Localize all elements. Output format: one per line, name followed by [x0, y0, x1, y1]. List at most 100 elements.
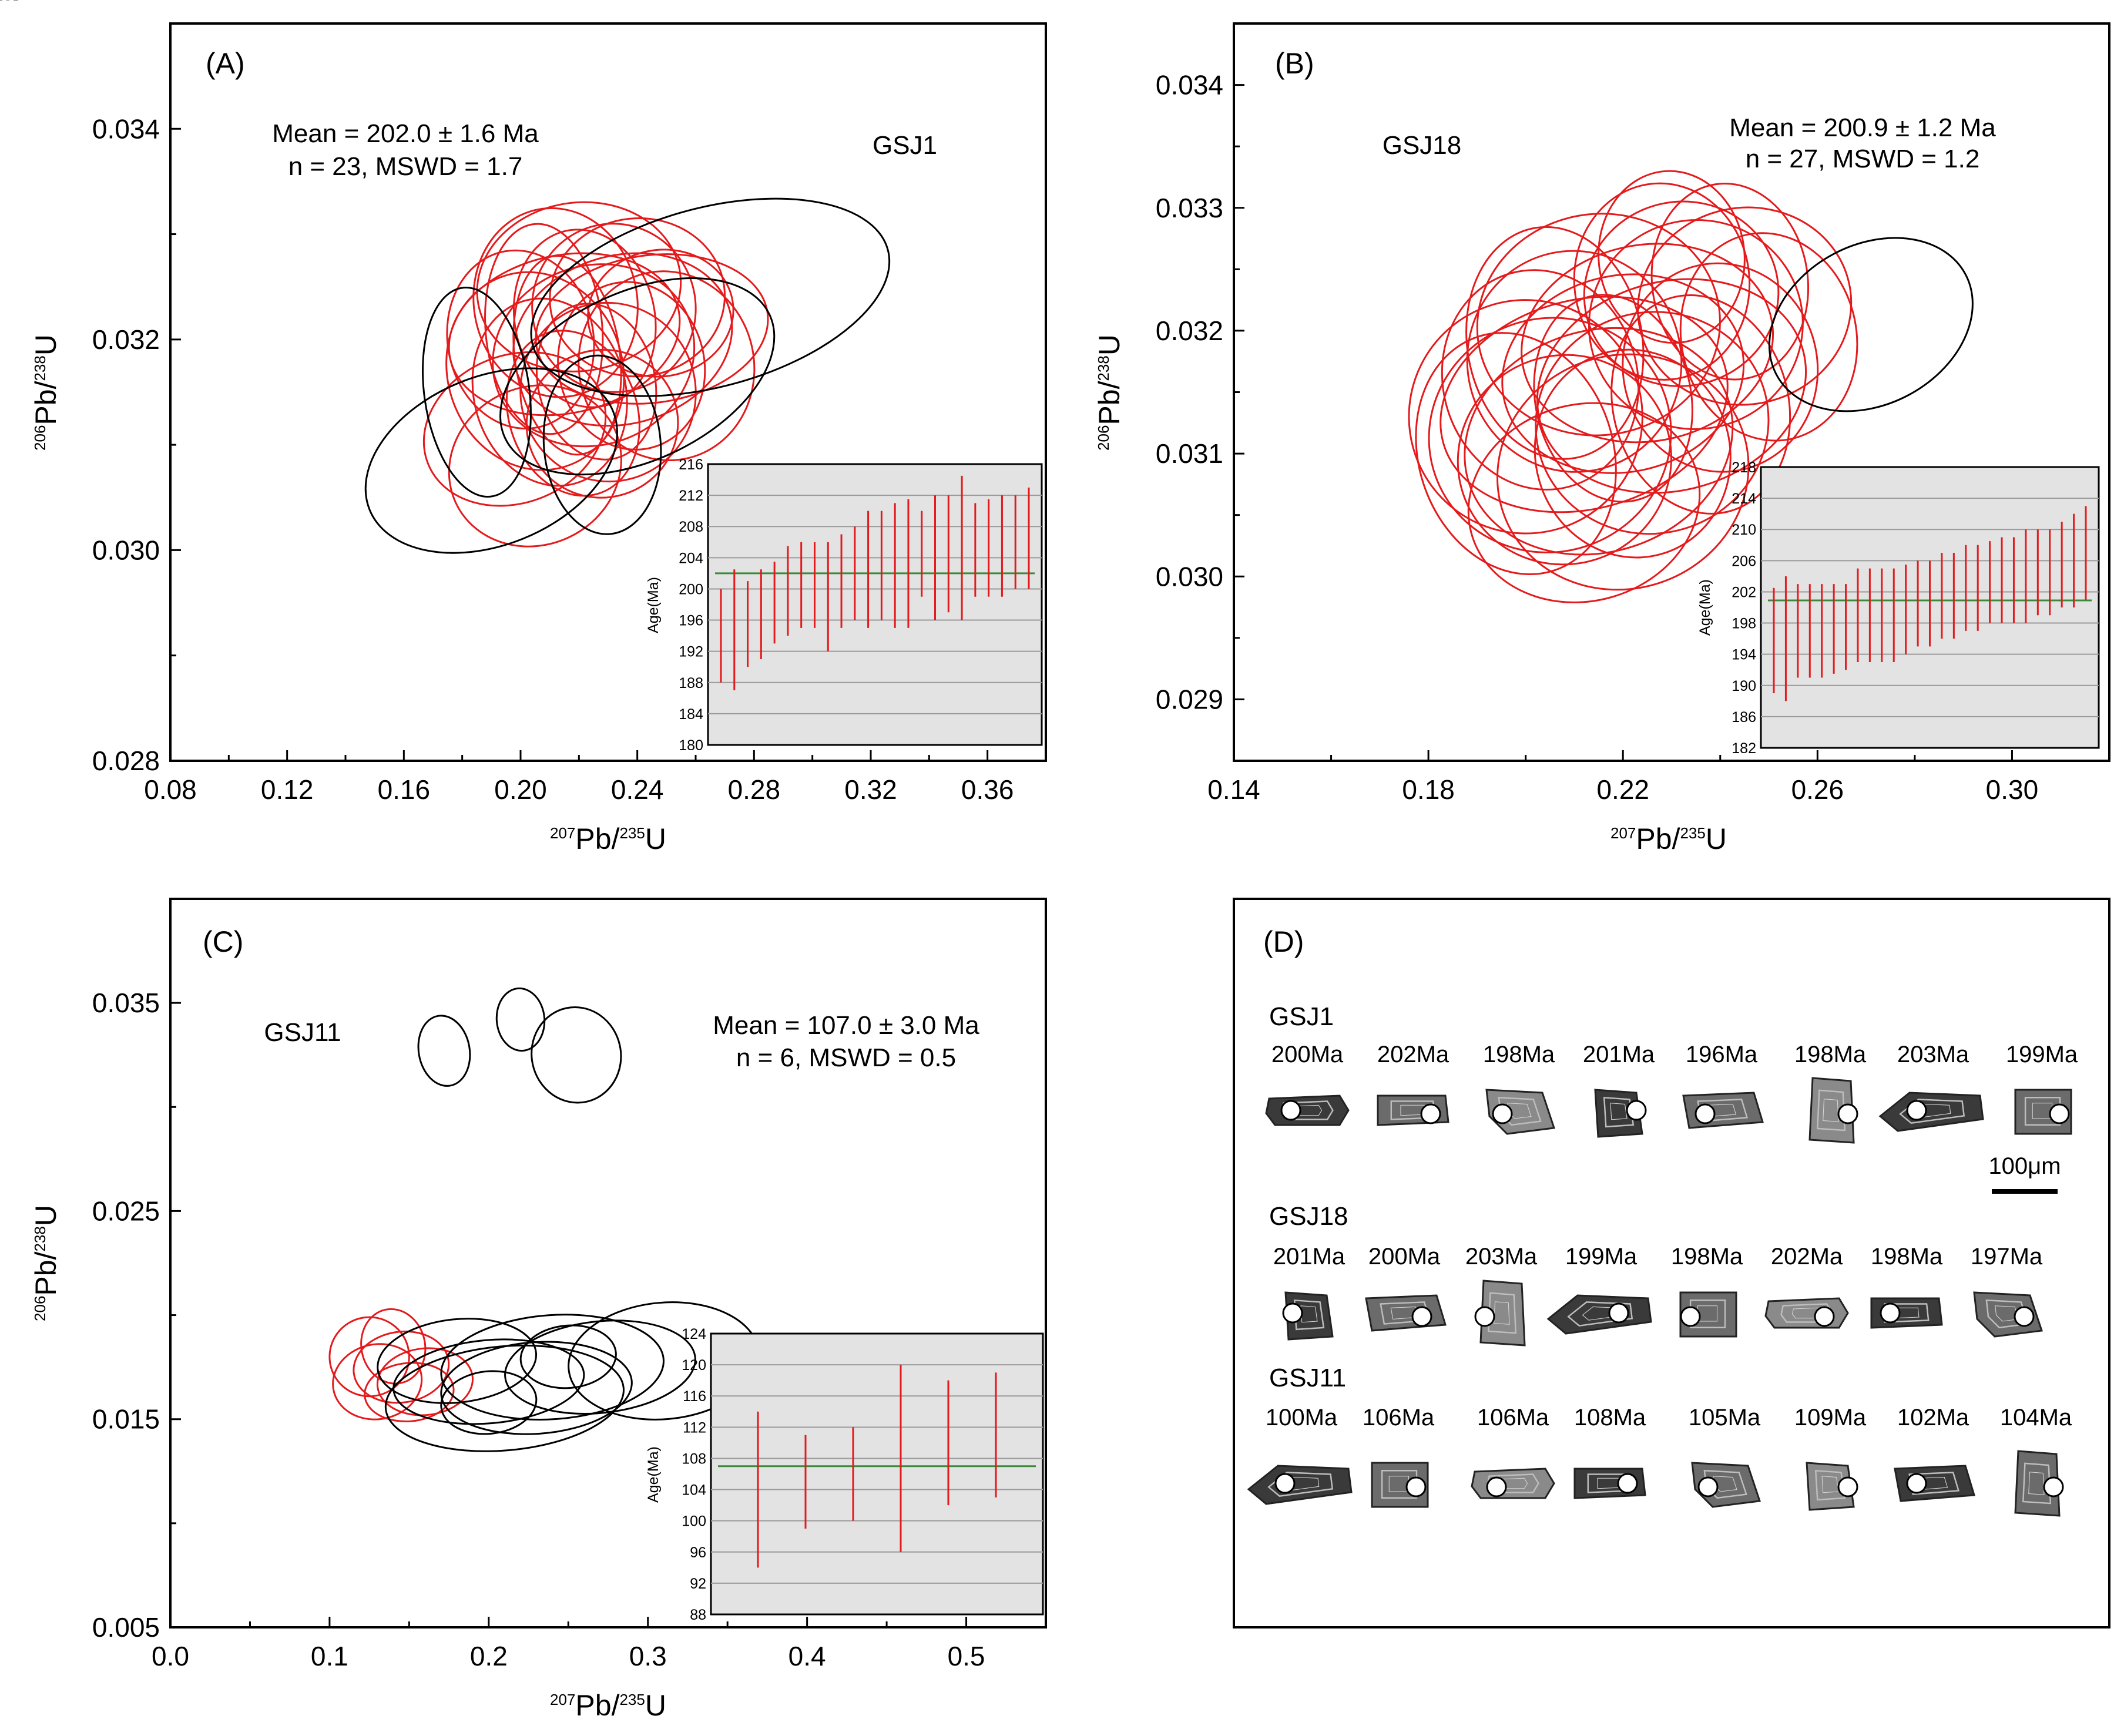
- panel-a-inset: 180 184 188 192 196 200 204 208 212 216 Age(Ma): [645, 456, 1043, 754]
- panel-c-concordia: 60100140180220: [0, 0, 24, 6]
- panel-a-y-base1: Pb/: [29, 381, 62, 425]
- inset-y-tick-label: 182: [1732, 740, 1756, 757]
- panel-b-y-base1: Pb/: [1093, 381, 1126, 425]
- grain-zoning: [1610, 1103, 1628, 1120]
- x-tick-label: 0.1: [311, 1641, 348, 1671]
- panel-a-x-ticks: 0.08 0.12 0.16 0.20 0.24 0.28 0.32 0.36: [144, 750, 1014, 805]
- panel-c-frame: [169, 898, 1047, 1628]
- grain-age-label: 106Ma: [1363, 1405, 1435, 1431]
- inset-y-tick-label: 92: [690, 1576, 706, 1592]
- grain-zoning: [1814, 1469, 1846, 1501]
- inset-y-tick-label: 124: [682, 1326, 706, 1342]
- analysis-spot: [1880, 1302, 1901, 1324]
- concordant-ellipse: [1583, 200, 1780, 387]
- panel-a-inset-content: 180 184 188 192 196 200 204 208 212 216: [679, 456, 1042, 754]
- analysis-spot: [1837, 1103, 1858, 1124]
- discordant-ellipse: [499, 277, 776, 476]
- inset-y-tick-label: 188: [679, 675, 703, 691]
- concordia-age-label: 208: [0, 0, 24, 6]
- concordant-ellipse: [557, 281, 706, 451]
- panel-d-frame: [1233, 898, 2110, 1628]
- discordant-ellipse: [531, 1006, 622, 1104]
- y-tick-label: 0.029: [1156, 684, 1223, 714]
- ellipse-group: [1408, 170, 1974, 603]
- concordia-age-label: 188: [0, 0, 24, 6]
- analysis-spot: [1694, 1103, 1716, 1124]
- concordia-age-label: 140: [0, 0, 24, 6]
- zircon-grain: [1247, 1465, 1353, 1505]
- concordia-age-label: 200: [0, 0, 24, 6]
- analysis-spot: [1492, 1103, 1513, 1124]
- zircon-grain: [1282, 1291, 1334, 1341]
- concordant-ellipse: [471, 297, 628, 487]
- panel-c-x-base1: Pb/: [575, 1689, 619, 1722]
- inset-y-tick-label: 192: [679, 644, 703, 660]
- y-tick-label: 0.030: [1156, 561, 1223, 592]
- panel-b-ellipses: [1408, 170, 1974, 603]
- concordant-ellipse: [1610, 294, 1791, 515]
- panel-a: 0.08 0.12 0.16 0.20 0.24 0.28 0.32 0.36 0.0280.…: [0, 0, 1047, 855]
- inset-y-tick-label: 208: [679, 519, 703, 535]
- concordant-ellipse: [448, 384, 622, 548]
- grain-outline: [1546, 1294, 1652, 1335]
- panel-c-y-sup2: 238: [31, 1226, 49, 1251]
- x-tick-label: 0.08: [144, 774, 197, 805]
- inset-y-tick-label: 216: [679, 456, 703, 473]
- panel-a-frame: [169, 22, 1047, 762]
- zircon-grain: [1808, 1077, 1858, 1144]
- x-tick-label: 0.5: [948, 1641, 985, 1671]
- analysis-spot: [1608, 1302, 1629, 1324]
- grain-age-label: 109Ma: [1794, 1405, 1867, 1431]
- grain-age-label: 102Ma: [1897, 1405, 1969, 1431]
- y-tick-label: 0.033: [1156, 193, 1223, 223]
- grain-zoning: [1603, 1096, 1635, 1128]
- x-tick-label: 0.22: [1596, 774, 1649, 805]
- y-tick-label: 0.034: [1156, 70, 1223, 100]
- panel-c-inset-bg: [710, 1332, 1044, 1616]
- inset-y-tick-label: 112: [683, 1419, 706, 1436]
- concordia-age-label: 210: [0, 0, 24, 6]
- grain-group-name: GSJ18: [1269, 1202, 1348, 1231]
- concordant-ellipse: [525, 348, 679, 499]
- panel-b-x-sup1: 207: [1610, 824, 1636, 842]
- concordant-ellipse: [1465, 226, 1645, 460]
- concordant-ellipse: [512, 229, 657, 408]
- panel-b-inset-content: 182 186 190 194 198 202 206 210 214 218: [1732, 459, 2099, 757]
- discordant-ellipse: [384, 1344, 625, 1452]
- inset-y-tick-label: 190: [1732, 678, 1756, 694]
- panel-c-y-axis-label: 206Pb/238U: [29, 1205, 62, 1321]
- ellipse-group: [364, 197, 891, 554]
- discordant-ellipse: [504, 1319, 696, 1415]
- panel-a-inset-bg: [707, 463, 1043, 746]
- grain-outline: [1764, 1297, 1849, 1329]
- concordant-ellipse: [1476, 213, 1721, 436]
- inset-y-tick-label: 180: [679, 737, 703, 754]
- concordant-ellipse: [1535, 311, 1770, 535]
- analysis-spot: [1906, 1100, 1927, 1121]
- zircon-grain: [1973, 1291, 2044, 1338]
- inset-y-tick-label: 116: [683, 1388, 706, 1405]
- analysis-spot: [1486, 1476, 1507, 1497]
- panel-b: 0.14 0.18 0.22 0.26 0.30 0.029 0.030 0.031 0.03…: [0, 0, 2110, 855]
- analysis-spot: [1906, 1473, 1927, 1494]
- x-tick-label: 0.30: [1986, 774, 2039, 805]
- concordia-age-label: 180: [0, 0, 24, 6]
- analysis-spot: [1814, 1306, 1835, 1327]
- discordant-ellipse: [364, 367, 618, 554]
- concordant-ellipse: [1534, 348, 1732, 559]
- zircon-grain: [1679, 1291, 1737, 1338]
- panel-a-y-sup1: 206: [31, 425, 49, 451]
- concordant-ellipse: [332, 1343, 423, 1421]
- x-tick-label: 0.26: [1791, 774, 1844, 805]
- grain-zoning: [1821, 1476, 1839, 1493]
- grain-zoning: [2022, 1462, 2052, 1505]
- y-tick-label: 0.031: [1156, 438, 1223, 469]
- analysis-spot: [1837, 1476, 1858, 1497]
- analysis-spot: [2043, 1476, 2064, 1497]
- grain-age-label: 196Ma: [1686, 1042, 1758, 1067]
- panel-c-y-base1: Pb/: [29, 1251, 62, 1295]
- grain-age-label: 104Ma: [2000, 1405, 2072, 1431]
- panel-a-x-base2: U: [645, 822, 666, 855]
- panel-a-y-sup2: 238: [31, 355, 49, 381]
- panel-c-mean: Mean = 107.0 ± 3.0 Ma: [713, 1011, 979, 1040]
